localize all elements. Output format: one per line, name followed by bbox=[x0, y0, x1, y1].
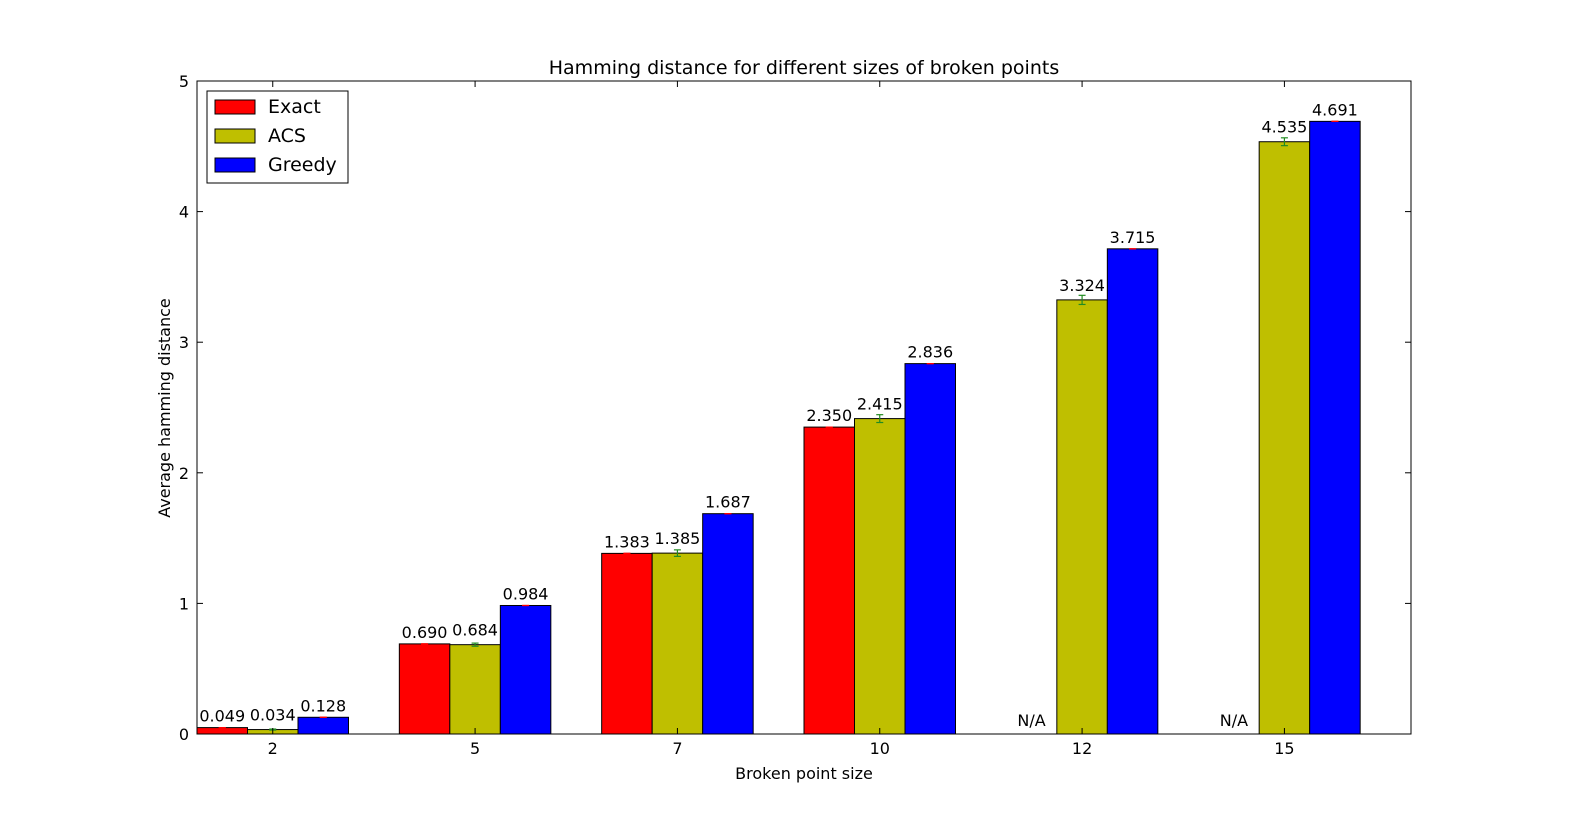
x-axis-label: Broken point size bbox=[735, 764, 873, 783]
x-tick-label: 5 bbox=[470, 739, 480, 758]
chart-title: Hamming distance for different sizes of … bbox=[549, 57, 1059, 79]
value-label-exact-10: 2.350 bbox=[806, 406, 852, 425]
y-tick-label: 2 bbox=[179, 464, 189, 483]
bar-exact-2 bbox=[196, 727, 248, 735]
value-label-acs-10: 2.415 bbox=[857, 395, 903, 414]
bar-acs-7 bbox=[651, 552, 704, 735]
value-label-acs-7: 1.385 bbox=[655, 529, 701, 548]
bar-greedy-7 bbox=[702, 513, 754, 735]
x-tick-label: 2 bbox=[268, 739, 278, 758]
bar-greedy-5 bbox=[499, 604, 552, 735]
legend-label-greedy: Greedy bbox=[268, 154, 337, 176]
plot-area: 0.049 0.034 0.128 0.690 0.684 0.984 1.383 1.385… bbox=[179, 72, 1412, 758]
value-label-acs-12: 3.324 bbox=[1059, 276, 1105, 295]
y-tick-label: 4 bbox=[179, 203, 189, 222]
y-tick-label: 1 bbox=[179, 594, 189, 613]
value-label-greedy-15: 4.691 bbox=[1312, 100, 1358, 119]
value-label-exact-2: 0.049 bbox=[199, 707, 245, 726]
bar-exact-5 bbox=[398, 643, 451, 735]
value-label-greedy-10: 2.836 bbox=[907, 343, 953, 362]
legend-swatch-exact bbox=[214, 99, 256, 115]
bar-acs-15 bbox=[1258, 141, 1311, 735]
bar-greedy-10 bbox=[904, 363, 956, 735]
plot-frame bbox=[196, 80, 1412, 735]
x-tick-label: 7 bbox=[672, 739, 682, 758]
y-tick-label: 5 bbox=[179, 72, 189, 91]
value-label-greedy-7: 1.687 bbox=[705, 493, 751, 512]
value-label-acs-2: 0.034 bbox=[250, 706, 296, 725]
value-label-exact-12: N/A bbox=[1017, 711, 1045, 730]
bar-greedy-15 bbox=[1309, 120, 1361, 735]
bar-greedy-12 bbox=[1106, 248, 1159, 735]
value-label-greedy-2: 0.128 bbox=[300, 696, 346, 715]
legend-label-acs: ACS bbox=[268, 125, 306, 147]
bar-acs-10 bbox=[854, 418, 906, 735]
value-label-exact-5: 0.690 bbox=[402, 623, 448, 642]
bar-greedy-2 bbox=[297, 716, 349, 735]
value-label-acs-5: 0.684 bbox=[452, 621, 498, 640]
legend-swatch-greedy bbox=[214, 157, 256, 173]
y-axis-label: Average hamming distance bbox=[155, 298, 174, 518]
value-label-exact-7: 1.383 bbox=[604, 532, 650, 551]
bar-exact-7 bbox=[601, 552, 653, 735]
legend-swatch-acs bbox=[214, 128, 256, 144]
value-label-greedy-5: 0.984 bbox=[503, 584, 549, 603]
y-tick-label: 0 bbox=[179, 725, 189, 744]
bar-acs-5 bbox=[449, 644, 501, 735]
y-tick-label: 3 bbox=[179, 333, 189, 352]
legend: Exact ACS Greedy bbox=[206, 90, 349, 184]
value-label-exact-15: N/A bbox=[1220, 711, 1248, 730]
x-tick-label: 15 bbox=[1274, 739, 1294, 758]
x-tick-label: 10 bbox=[870, 739, 890, 758]
legend-label-exact: Exact bbox=[268, 96, 321, 118]
bar-exact-10 bbox=[803, 426, 855, 735]
bar-acs-12 bbox=[1056, 299, 1108, 735]
x-tick-label: 12 bbox=[1072, 739, 1092, 758]
value-label-greedy-12: 3.715 bbox=[1110, 228, 1156, 247]
value-label-acs-15: 4.535 bbox=[1262, 118, 1308, 137]
